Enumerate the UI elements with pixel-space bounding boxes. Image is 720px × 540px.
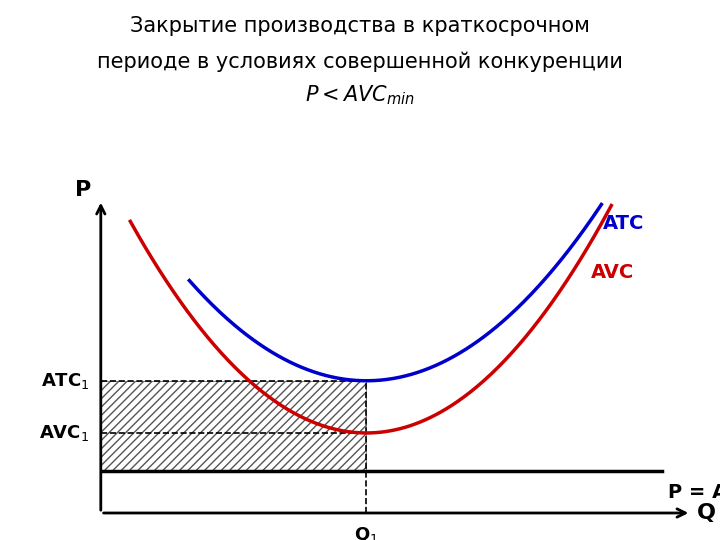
Text: P = AR: P = AR [667, 483, 720, 502]
Text: Q: Q [697, 503, 716, 523]
Text: ATC$_1$: ATC$_1$ [40, 371, 89, 391]
Text: ATC: ATC [603, 214, 644, 233]
Text: Q$_1$: Q$_1$ [354, 525, 379, 540]
Text: P: P [75, 180, 91, 200]
Text: периоде в условиях совершенной конкуренции: периоде в условиях совершенной конкуренц… [97, 51, 623, 72]
Text: $\mathit{P < AVC}_{\mathit{min}}$: $\mathit{P < AVC}_{\mathit{min}}$ [305, 84, 415, 107]
Text: AVC$_1$: AVC$_1$ [39, 423, 89, 443]
Text: AVC: AVC [591, 263, 634, 282]
Text: Закрытие производства в краткосрочном: Закрытие производства в краткосрочном [130, 16, 590, 36]
